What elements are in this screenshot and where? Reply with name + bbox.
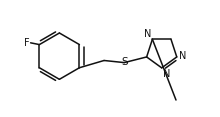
Text: N: N [163, 69, 170, 79]
Text: F: F [24, 38, 29, 48]
Text: S: S [121, 57, 128, 67]
Text: N: N [144, 29, 151, 39]
Text: N: N [178, 51, 186, 61]
